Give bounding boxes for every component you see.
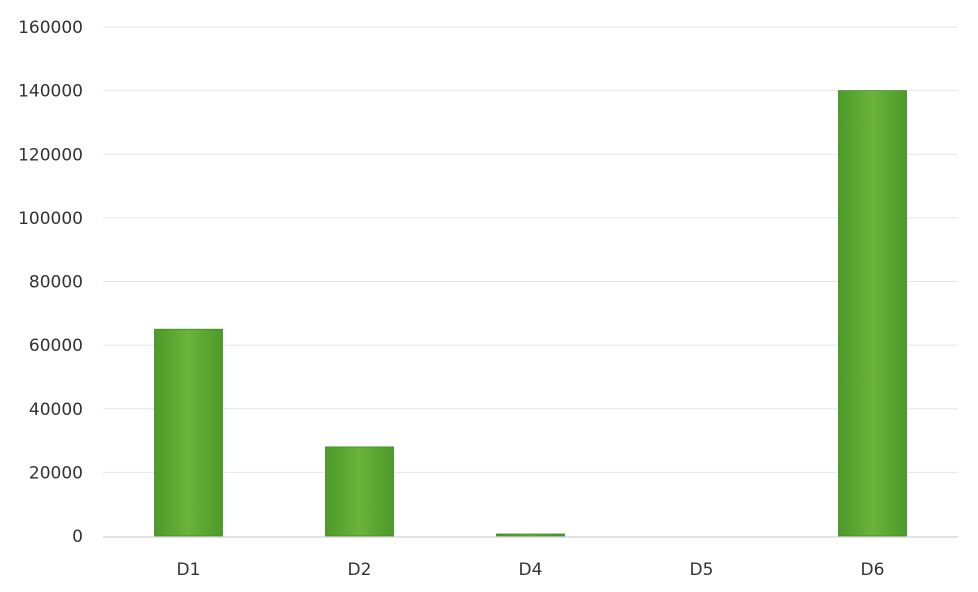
bar-d6: [838, 90, 907, 537]
bar-d2: [325, 446, 394, 537]
bar-d1: [154, 328, 223, 537]
y-axis-tick-labels: 0 20000 40000 60000 80000 100000 120000 140000 1…: [18, 18, 83, 547]
y-tick-label: 140000: [18, 82, 83, 102]
y-tick-label: 80000: [29, 273, 83, 293]
y-tick-label: 20000: [29, 463, 83, 483]
bars: [154, 90, 907, 537]
y-tick-label: 0: [72, 527, 83, 547]
gridlines: [103, 26, 958, 473]
bar-d4: [496, 533, 565, 537]
x-tick-label-d2: D2: [348, 560, 372, 580]
y-tick-label: 160000: [18, 18, 83, 38]
x-axis-category-labels: D1 D2 D4 D5 D6: [177, 560, 885, 580]
y-tick-label: 120000: [18, 145, 83, 165]
y-tick-label: 60000: [29, 336, 83, 356]
y-tick-label: 40000: [29, 400, 83, 420]
x-tick-label-d5: D5: [690, 560, 714, 580]
x-tick-label-d4: D4: [519, 560, 543, 580]
y-tick-label: 100000: [18, 209, 83, 229]
x-tick-label-d1: D1: [177, 560, 201, 580]
x-tick-label-d6: D6: [861, 560, 885, 580]
